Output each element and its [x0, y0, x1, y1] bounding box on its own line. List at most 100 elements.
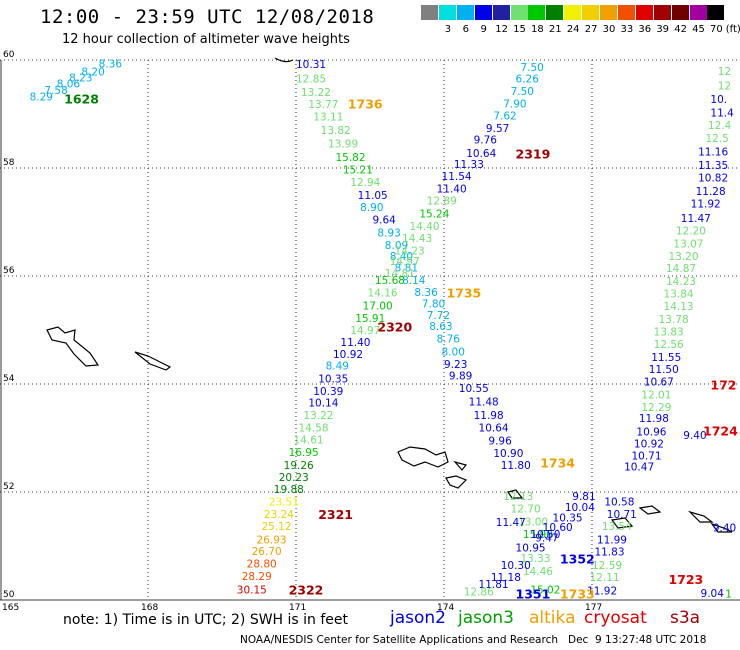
- wave-height-value: 10.39: [313, 386, 343, 398]
- lon-tick-label: 165: [2, 603, 19, 610]
- legend-label: 6: [462, 24, 469, 35]
- wave-height-value: 8.81: [395, 263, 418, 275]
- legend-swatch: [438, 5, 456, 20]
- legend-label: 36: [638, 24, 652, 35]
- wave-height-value: 13.83: [654, 326, 684, 338]
- wave-height-value: 10.71: [607, 509, 637, 521]
- legend-label: 3: [444, 24, 452, 35]
- wave-height-value: 7.72: [427, 310, 450, 322]
- wave-height-value: 9.64: [372, 215, 396, 227]
- wave-height-value: 7.62: [493, 110, 516, 122]
- wave-height-value: 11.80: [501, 460, 531, 472]
- wave-height-value: 12.01: [641, 390, 671, 402]
- legend-swatch: [600, 5, 617, 20]
- wave-height-value: 11.55: [651, 352, 681, 364]
- wave-height-value: 12.56: [654, 339, 684, 351]
- legend-label: 42: [674, 24, 687, 35]
- lon-tick-label: 177: [585, 603, 602, 610]
- lon-tick-label: 174: [437, 603, 454, 610]
- wave-height-value: 7.50: [520, 62, 543, 74]
- island-outline: [710, 522, 733, 533]
- legend-swatch: [582, 5, 600, 20]
- wave-height-value: 20.23: [279, 472, 309, 484]
- wave-height-value: 12.70: [511, 504, 541, 516]
- island-outline: [445, 475, 468, 489]
- lat-tick-label: 50: [3, 590, 15, 600]
- track-time-label: 1351: [516, 586, 551, 601]
- wave-height-value: 10.67: [644, 377, 674, 389]
- track-time-label: 2322: [289, 583, 324, 598]
- wave-height-value: 14.40: [409, 221, 439, 233]
- wave-height-value: 8.14: [402, 275, 426, 287]
- coastline: [46, 57, 733, 533]
- island-outline: [638, 505, 662, 515]
- wave-height-value: 12.4: [708, 120, 732, 132]
- wave-height-value: 30.15: [237, 585, 267, 597]
- wave-height-value: 10.96: [636, 426, 666, 438]
- track-time-label: 1733: [560, 586, 595, 601]
- legend-label: 15: [513, 24, 526, 35]
- legend-label: 33: [620, 24, 634, 35]
- island-outline: [397, 446, 449, 468]
- wave-height-value: 15.90: [523, 529, 553, 541]
- wave-height-value: 12.11: [590, 572, 620, 584]
- wave-height-value: 14.87: [666, 263, 696, 275]
- legend-swatch: [421, 5, 438, 20]
- altimeter-tracks: 8.297.588.068.238.208.36 10.3112.8513.221…: [30, 59, 737, 601]
- wave-height-value: 14.16: [368, 288, 398, 300]
- wave-height-value: 15.82: [335, 152, 365, 164]
- wave-height-value: 13.82: [321, 125, 351, 137]
- legend-label: 9: [480, 24, 487, 35]
- wave-height-value: 8.36: [414, 287, 438, 299]
- legend-swatch: [546, 5, 564, 20]
- wave-height-value: 7.80: [422, 298, 445, 310]
- wave-height-value: 10.92: [333, 349, 363, 361]
- wave-height-value: 6.26: [516, 74, 540, 86]
- track-time-label: 2320: [377, 320, 412, 335]
- footer-note: note: 1) Time is in UTC; 2) SWH is in fe…: [63, 612, 349, 628]
- footer-credit: NOAA/NESDIS Center for Satellite Applica…: [240, 634, 707, 646]
- track-time-label: 2319: [516, 146, 551, 161]
- wave-height-value: 10.14: [308, 398, 338, 410]
- wave-height-value: 8.09: [385, 240, 408, 252]
- wave-height-value: 13.84: [664, 289, 694, 301]
- wave-height-value: 12.59: [592, 560, 622, 572]
- wave-height-value: 9.96: [488, 435, 512, 447]
- island-outline: [687, 510, 714, 523]
- track-time-label: 1352: [560, 551, 595, 566]
- track-time-label: 2321: [318, 507, 353, 522]
- wave-height-value: 13.54: [602, 521, 632, 533]
- satellite-legend-item: altika: [529, 608, 576, 628]
- wave-height-value: 11.98: [474, 410, 504, 422]
- wave-height-value: 15.68: [375, 275, 405, 287]
- wave-height-value: 8.36: [99, 59, 123, 71]
- wave-height-value: 11.48: [469, 397, 499, 409]
- wave-height-value: 14.61: [294, 434, 324, 446]
- track-time-label: 1736: [348, 97, 383, 112]
- legend-label: 45: [692, 24, 705, 35]
- wave-height-value: 15.02: [530, 585, 560, 597]
- wave-height-value: 14.97: [350, 325, 380, 337]
- wave-height-value: 25.12: [261, 521, 291, 533]
- wave-height-value: 11.4: [710, 108, 734, 120]
- wave-height-value: 15.91: [355, 313, 385, 325]
- wave-height-value: 13.78: [659, 314, 689, 326]
- legend-label: 21: [548, 24, 562, 35]
- wave-height-value: 10.55: [459, 383, 489, 395]
- wave-height-value: 10.: [710, 94, 727, 106]
- legend-swatch: [456, 5, 474, 20]
- lat-tick-label: 60: [3, 50, 15, 60]
- wave-height-value: 11.47: [681, 213, 711, 225]
- legend-label: 27: [584, 24, 598, 35]
- wave-height-value: 8.40: [390, 251, 413, 263]
- wave-height-value: 11.98: [639, 413, 669, 425]
- wave-height-value: 11.18: [491, 572, 521, 584]
- legend-swatch: [528, 5, 546, 20]
- wave-height-value: 23.24: [264, 509, 294, 521]
- wave-height-value: 14.97: [390, 256, 420, 268]
- wave-height-value: 11.35: [698, 160, 728, 172]
- wave-height-value: 11.99: [597, 534, 627, 546]
- wave-height-value: 10.90: [493, 448, 523, 460]
- island-outline: [453, 460, 468, 471]
- legend-swatch: [474, 5, 492, 20]
